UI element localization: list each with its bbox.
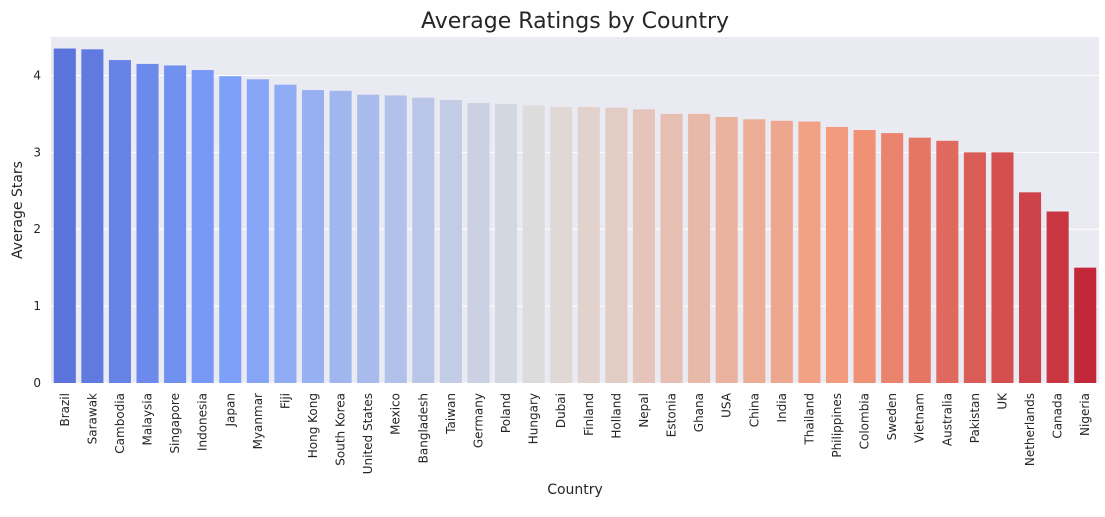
x-tick-label: Brazil (58, 393, 72, 427)
bar-mexico (384, 95, 407, 384)
bar-nigeria (1074, 267, 1097, 383)
x-tick-label: Germany (471, 393, 485, 448)
y-tick-label: 0 (33, 376, 41, 390)
x-tick-label: Fiji (278, 393, 292, 409)
bar-china (743, 119, 766, 383)
bar-germany (467, 103, 490, 383)
x-tick-label: Japan (223, 393, 237, 427)
x-tick-label: Sarawak (85, 393, 99, 444)
bar-singapore (164, 65, 187, 384)
bar-hong-kong (301, 90, 325, 383)
bar-netherlands (1019, 192, 1042, 383)
bar-south-korea (329, 90, 352, 384)
x-tick-label: Vietnam (913, 393, 927, 443)
bar-vietnam (908, 137, 931, 383)
x-tick-label: Estonia (665, 393, 679, 437)
bar-fiji (274, 84, 297, 383)
x-tick-label: Finland (582, 393, 596, 436)
bar-thailand (798, 121, 821, 384)
x-tick-label: Poland (499, 393, 513, 433)
bar-bangladesh (412, 97, 435, 384)
y-axis-ticks: 0 1 2 3 4 (33, 68, 41, 390)
bar-cambodia (108, 60, 131, 384)
x-tick-label: Netherlands (1023, 393, 1037, 466)
bar-holland (605, 107, 628, 383)
bar-nepal (632, 109, 655, 383)
y-axis-label: Average Stars (10, 161, 26, 259)
x-tick-label: USA (720, 392, 734, 418)
y-tick-label: 4 (33, 68, 41, 82)
bar-japan (219, 76, 242, 384)
bars (53, 48, 1097, 384)
x-tick-label: Colombia (858, 393, 872, 449)
bar-hungary (522, 105, 545, 383)
bar-indonesia (191, 70, 214, 383)
bar-dubai (550, 106, 573, 384)
x-tick-label: Hungary (527, 393, 541, 444)
bar-canada (1046, 211, 1069, 383)
bar-pakistan (963, 152, 986, 383)
y-tick-label: 2 (33, 222, 41, 236)
x-axis-ticks: Brazil Sarawak Cambodia Malaysia Singapore In… (58, 392, 1092, 474)
y-tick-label: 3 (33, 145, 41, 159)
x-tick-label: Taiwan (444, 393, 458, 435)
x-tick-label: Ghana (692, 393, 706, 432)
x-tick-label: Canada (1051, 393, 1065, 439)
x-tick-label: Pakistan (968, 393, 982, 443)
bar-brazil (53, 48, 76, 384)
bar-uk (991, 152, 1014, 383)
x-tick-label: South Korea (334, 393, 348, 466)
x-tick-label: Indonesia (196, 393, 210, 451)
bar-colombia (853, 130, 876, 383)
bar-sarawak (81, 49, 104, 384)
x-tick-label: India (775, 393, 789, 422)
bar-malaysia (136, 63, 159, 384)
bar-poland (495, 103, 518, 383)
x-tick-label: Mexico (389, 393, 403, 435)
y-tick-label: 1 (33, 299, 41, 313)
bar-sweden (881, 133, 904, 383)
x-axis-label: Country (547, 482, 603, 498)
bar-usa (715, 116, 738, 383)
bar-india (770, 120, 793, 383)
x-tick-label: Singapore (168, 393, 182, 454)
x-tick-label: Thailand (802, 393, 816, 446)
bar-united-states (357, 94, 380, 384)
x-tick-label: United States (361, 393, 375, 474)
x-tick-label: Holland (609, 393, 623, 439)
x-tick-label: UK (995, 392, 1009, 410)
x-tick-label: Bangladesh (416, 393, 430, 463)
x-tick-label: Nepal (637, 393, 651, 428)
x-tick-label: Philippines (830, 393, 844, 458)
x-tick-label: Dubai (554, 393, 568, 428)
bar-finland (577, 106, 600, 384)
bar-australia (936, 140, 959, 383)
x-tick-label: China (747, 393, 761, 427)
x-tick-label: Australia (940, 393, 954, 446)
bar-myanmar (246, 79, 269, 384)
x-tick-label: Cambodia (113, 393, 127, 454)
chart-title: Average Ratings by Country (421, 9, 729, 34)
x-tick-label: Malaysia (141, 393, 155, 445)
x-tick-label: Sweden (885, 393, 899, 440)
bar-taiwan (439, 100, 462, 383)
x-tick-label: Hong Kong (306, 393, 320, 458)
x-tick-label: Nigeria (1078, 393, 1092, 436)
x-tick-label: Myanmar (251, 393, 265, 449)
bar-estonia (660, 113, 683, 383)
bar-ghana (688, 113, 711, 383)
bar-philippines (825, 126, 849, 384)
